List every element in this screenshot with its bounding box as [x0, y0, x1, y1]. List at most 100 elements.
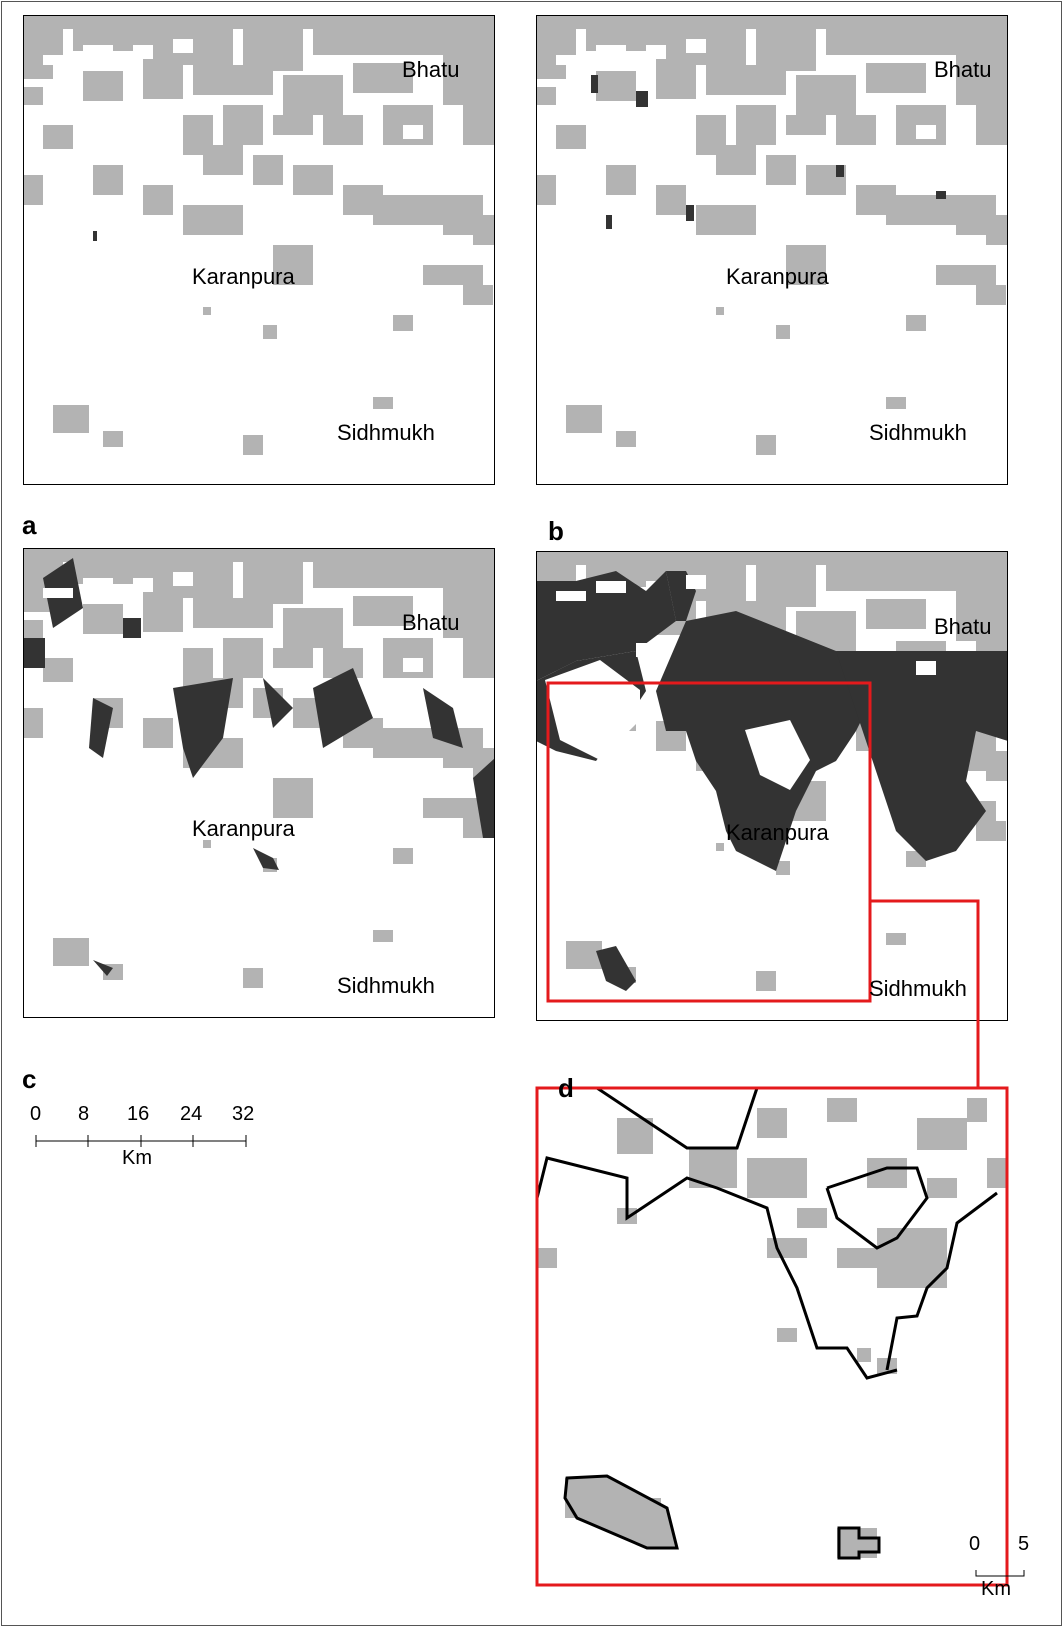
urban-patch: [696, 115, 726, 155]
urban-patch: [53, 938, 89, 966]
urban-patch: [927, 1178, 957, 1198]
scale-tick-label: 32: [232, 1103, 255, 1125]
gap-cell: [916, 661, 936, 675]
gap-cell: [686, 39, 706, 53]
urban-patch: [886, 195, 966, 225]
gap-cell: [403, 125, 423, 139]
urban-patch: [866, 63, 926, 93]
urban-patch: [273, 115, 313, 135]
urban-patch: [916, 15, 1008, 55]
growth-patch: [423, 688, 463, 748]
urban-patch: [797, 1208, 827, 1228]
growth-patch: [253, 848, 279, 870]
urban-patch: [93, 165, 123, 195]
growth-patch: [686, 205, 694, 221]
urban-patch: [987, 1158, 1007, 1188]
gap-cell: [556, 591, 586, 601]
urban-patch: [23, 29, 63, 59]
urban-patch: [757, 1108, 787, 1138]
growth-patch: [606, 215, 612, 229]
growth-patch: [473, 758, 495, 838]
highlight-box: [546, 681, 872, 1003]
scale-unit-label: Km: [981, 1578, 1011, 1600]
urban-patch: [373, 930, 393, 942]
urban-patch: [193, 598, 273, 628]
urban-patch: [617, 1118, 653, 1154]
growth-patch: [89, 698, 113, 758]
urban-patch: [616, 431, 636, 447]
scale-unit-label: Km: [122, 1147, 152, 1169]
gap-cell: [333, 59, 353, 71]
scale-bar-graphic: [35, 1135, 247, 1147]
urban-patch: [23, 175, 43, 205]
gap-cell: [403, 658, 423, 672]
urban-patch: [273, 245, 313, 285]
growth-patch: [93, 960, 113, 976]
growth-patch: [936, 191, 946, 199]
gap-cell: [123, 107, 153, 121]
urban-patch: [756, 971, 776, 991]
urban-patch: [353, 596, 413, 626]
urban-patch: [323, 115, 363, 145]
urban-patch: [537, 1248, 557, 1268]
urban-patch: [403, 548, 495, 588]
urban-patch: [443, 588, 495, 638]
urban-patch: [536, 29, 576, 59]
map-border: [536, 15, 1008, 485]
urban-patch: [956, 591, 1008, 641]
place-label-sidhmukh: Sidhmukh: [337, 420, 435, 445]
place-label-bhatu: Bhatu: [934, 614, 992, 639]
urban-patch: [43, 658, 73, 682]
map-border: [23, 548, 495, 1018]
urban-patch: [463, 285, 493, 305]
gap-cell: [686, 575, 706, 589]
urban-patch: [203, 307, 211, 315]
connector-line: [870, 899, 980, 1088]
urban-patch: [916, 551, 1008, 591]
urban-patch: [986, 215, 1008, 245]
urban-patch: [777, 1328, 797, 1342]
boundary-line: [596, 1086, 759, 1150]
scale-tick-label: 24: [180, 1103, 203, 1125]
urban-patch: [606, 165, 636, 195]
gap-cell: [123, 640, 153, 654]
urban-patch: [766, 155, 796, 185]
urban-patch: [83, 604, 123, 634]
gap-cell: [83, 45, 113, 57]
urban-patch: [656, 59, 696, 99]
gap-cell: [916, 125, 936, 139]
gap-cell: [333, 592, 353, 604]
gap-cell: [596, 581, 626, 593]
urban-patch: [976, 105, 1008, 145]
panel-letter-a: a: [22, 510, 37, 540]
map-layer: [536, 15, 1008, 485]
urban-patch: [656, 185, 686, 215]
gap-cell: [596, 45, 626, 57]
urban-patch: [23, 620, 43, 638]
urban-patch: [423, 265, 483, 285]
place-label-bhatu: Bhatu: [402, 57, 460, 82]
urban-patch: [313, 25, 403, 55]
scale-tick-label: 16: [127, 1103, 150, 1125]
urban-patch: [403, 15, 495, 55]
map-layer: [536, 551, 1008, 1021]
scale-tick-label: 5: [1018, 1533, 1030, 1555]
gap-area: [745, 720, 810, 790]
boundary-line: [825, 1166, 929, 1250]
urban-patch: [866, 599, 926, 629]
urban-patch: [263, 325, 277, 339]
urban-patch: [956, 55, 1008, 105]
urban-patch: [393, 848, 413, 864]
gap-cell: [83, 578, 113, 590]
urban-patch: [193, 65, 273, 95]
urban-patch: [273, 648, 313, 668]
urban-patch: [43, 125, 73, 149]
urban-patch: [826, 561, 916, 591]
urban-patch: [917, 1118, 967, 1150]
urban-patch: [253, 155, 283, 185]
urban-patch: [786, 245, 826, 285]
